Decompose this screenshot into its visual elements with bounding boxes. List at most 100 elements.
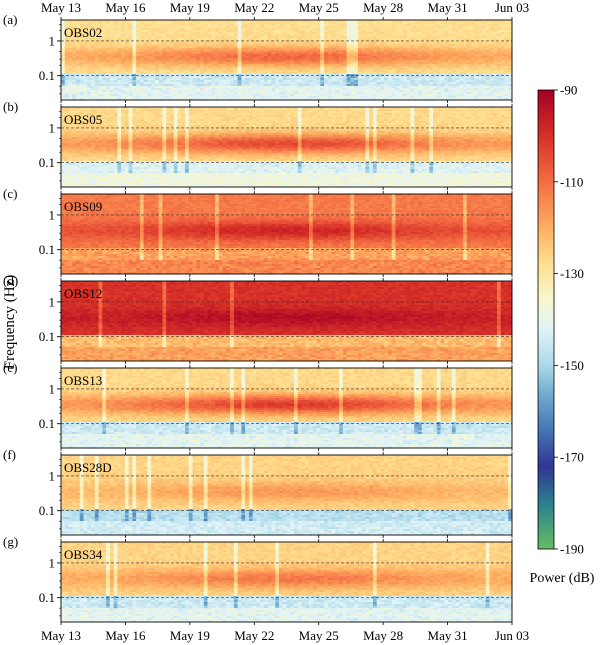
heatmap-cell: [500, 30, 505, 33]
heatmap-cell: [267, 48, 272, 51]
heatmap-cell: [248, 32, 254, 35]
heatmap-cell: [200, 64, 205, 67]
heatmap-cell: [346, 88, 351, 91]
heatmap-cell: [218, 74, 223, 77]
heatmap-cell: [113, 92, 118, 95]
heatmap-cell: [335, 58, 340, 61]
panel-obs02: 10.1(a)OBS02: [3, 12, 513, 103]
heatmap-cell: [61, 155, 66, 158]
heatmap-cell: [94, 30, 99, 33]
heatmap-cell: [361, 24, 366, 27]
heatmap-cell: [387, 30, 393, 33]
heatmap-cell: [286, 74, 291, 77]
heatmap-cell: [493, 46, 498, 49]
heatmap-cell: [410, 78, 415, 81]
heatmap-cell: [113, 68, 118, 71]
heatmap-cell: [154, 74, 160, 77]
heatmap-cell: [282, 68, 287, 71]
heatmap-cell: [185, 32, 190, 35]
heatmap-cell: [147, 26, 152, 29]
heatmap-cell: [380, 78, 385, 81]
heatmap-cell: [335, 38, 340, 41]
heatmap-cell: [185, 20, 190, 23]
heatmap-cell: [459, 30, 464, 33]
heatmap-cell: [106, 72, 111, 75]
heatmap-cell: [68, 90, 73, 93]
heatmap-cell: [357, 66, 363, 69]
heatmap-cell: [218, 38, 223, 41]
heatmap-cell: [481, 62, 487, 65]
heatmap-cell: [83, 62, 88, 65]
heatmap-cell: [387, 60, 393, 63]
heatmap-cell: [98, 74, 103, 77]
heatmap-cell: [260, 60, 265, 63]
heatmap-cell: [339, 48, 344, 51]
heatmap-cell: [410, 84, 415, 87]
heatmap-cell: [64, 36, 69, 39]
heatmap-cell: [83, 52, 88, 55]
heatmap-cell: [260, 28, 265, 31]
heatmap-cell: [493, 56, 498, 59]
heatmap-cell: [451, 42, 456, 45]
heatmap-cell: [305, 82, 310, 85]
heatmap-cell: [301, 96, 306, 99]
heatmap-cell: [256, 64, 261, 67]
heatmap-cell: [241, 28, 246, 31]
heatmap-cell: [470, 94, 475, 97]
heatmap-cell: [354, 46, 359, 49]
heatmap-cell: [309, 82, 314, 85]
heatmap-cell: [207, 44, 212, 47]
heatmap-cell: [87, 32, 92, 35]
heatmap-cell: [139, 34, 145, 37]
heatmap-cell: [252, 36, 257, 39]
heatmap-cell: [248, 44, 254, 47]
heatmap-cell: [354, 28, 359, 31]
heatmap-cell: [327, 78, 332, 81]
heatmap-cell: [508, 76, 513, 79]
heatmap-cell: [124, 28, 129, 31]
heatmap-cell: [376, 54, 381, 57]
heatmap-cell: [320, 84, 325, 87]
heatmap-cell: [245, 42, 250, 45]
heatmap-cell: [275, 90, 280, 93]
heatmap-cell: [466, 38, 472, 41]
heatmap-cell: [256, 38, 261, 41]
heatmap-cell: [493, 28, 498, 31]
heatmap-cell: [68, 74, 73, 77]
heatmap-cell: [354, 34, 359, 37]
heatmap-cell: [124, 30, 129, 33]
heatmap-cell: [169, 84, 175, 87]
heatmap-cell: [61, 149, 66, 152]
heatmap-cell: [478, 58, 483, 61]
heatmap-cell: [147, 48, 152, 51]
heatmap-cell: [305, 26, 310, 29]
heatmap-cell: [444, 56, 449, 59]
heatmap-cell: [354, 76, 359, 79]
heatmap-cell: [117, 54, 122, 57]
heatmap-cell: [369, 38, 374, 41]
heatmap-cell: [252, 44, 257, 47]
heatmap-cell: [192, 74, 197, 77]
heatmap-cell: [109, 30, 114, 33]
heatmap-cell: [489, 54, 494, 57]
heatmap-cell: [324, 80, 329, 83]
heatmap-cell: [192, 96, 197, 99]
heatmap-cell: [444, 74, 449, 77]
heatmap-cell: [301, 56, 306, 59]
heatmap-cell: [493, 72, 498, 75]
heatmap-cell: [106, 70, 111, 73]
heatmap-cell: [128, 94, 133, 97]
heatmap-cell: [158, 88, 163, 91]
heatmap-cell: [331, 34, 336, 37]
heatmap-cell: [504, 68, 509, 71]
heatmap-cell: [406, 34, 411, 37]
heatmap-cell: [361, 52, 366, 55]
heatmap-cell: [327, 94, 332, 97]
heatmap-cell: [455, 30, 460, 33]
heatmap-cell: [230, 70, 235, 73]
heatmap-cell: [151, 80, 156, 83]
heatmap-cell: [399, 84, 404, 87]
heatmap-cell: [436, 42, 441, 45]
heatmap-cell: [418, 40, 423, 43]
heatmap-cell: [440, 92, 445, 95]
